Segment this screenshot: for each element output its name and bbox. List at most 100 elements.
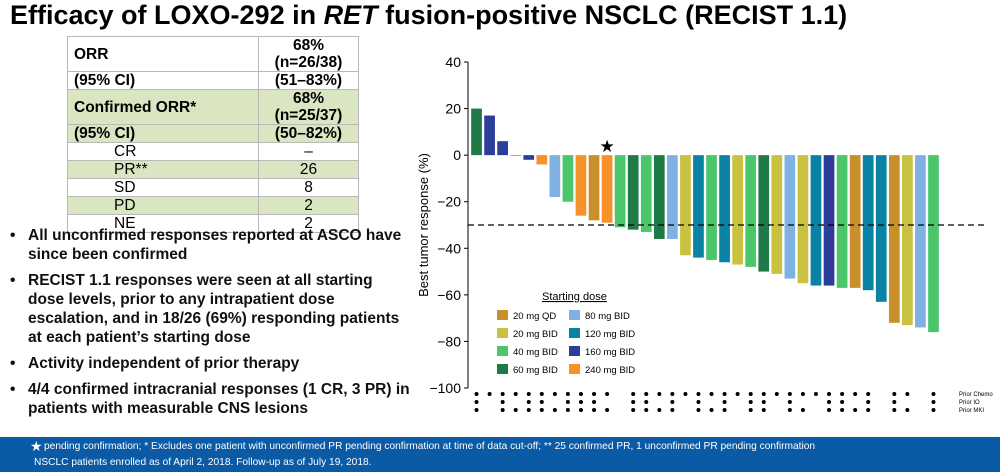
list-item: • Activity independent of prior therapy — [8, 354, 413, 373]
prior-therapy-dot — [592, 392, 597, 396]
bullet-dot: • — [10, 227, 16, 244]
prior-therapy-dot — [683, 392, 688, 396]
bar — [549, 155, 561, 198]
row-value: 26 — [258, 160, 359, 179]
cORR-ci-value: (50–82%) — [258, 124, 359, 143]
prior-therapy-dot — [644, 408, 649, 412]
orr-row-1: ORR 68% (n=26/38) — [67, 36, 359, 72]
list-item: • 4/4 confirmed intracranial responses (1… — [8, 380, 413, 418]
prior-therapy-dot — [513, 392, 518, 396]
prior-therapy-dot — [578, 392, 583, 396]
bar — [758, 155, 770, 272]
legend-swatch — [569, 364, 580, 374]
prior-therapy-label: Prior Chemo — [959, 392, 993, 398]
prior-therapy-dot — [892, 392, 897, 396]
bar — [601, 155, 613, 223]
prior-therapy-dot — [827, 392, 832, 396]
bar — [810, 155, 822, 286]
prior-therapy-dot — [500, 400, 505, 404]
row-label: SD — [67, 178, 259, 197]
title-suffix: fusion-positive NSCLC (RECIST 1.1) — [377, 0, 848, 30]
prior-therapy-label: Prior MKI — [959, 408, 984, 414]
row-value: 8 — [258, 178, 359, 197]
prior-therapy-dot — [631, 408, 636, 412]
prior-therapy-dot — [539, 400, 544, 404]
prior-therapy-dot — [539, 408, 544, 412]
prior-therapy-dot — [565, 408, 570, 412]
legend-label: 60 mg BID — [513, 365, 558, 376]
bar — [797, 155, 809, 284]
prior-therapy-dot — [800, 408, 805, 412]
bar — [849, 155, 861, 288]
bullet-text: All unconfirmed responses reported at AS… — [28, 227, 402, 263]
prior-therapy-dot — [487, 392, 492, 396]
prior-therapy-dot — [474, 400, 479, 404]
prior-therapy-dot — [526, 392, 531, 396]
table-row: CR – — [67, 142, 359, 161]
legend-swatch — [569, 310, 580, 320]
prior-therapy-dot — [670, 408, 675, 412]
prior-therapy-dot — [931, 400, 936, 404]
y-tick-label: 40 — [445, 54, 461, 70]
bar — [510, 155, 522, 156]
y-axis-title: Best tumor response (%) — [416, 153, 431, 297]
prior-therapy-dot — [565, 400, 570, 404]
legend-swatch — [497, 328, 508, 338]
prior-therapy-dot — [840, 392, 845, 396]
footnote-line-1: pending confirmation; * Excludes one pat… — [44, 441, 816, 452]
cORR-label: Confirmed ORR* — [67, 89, 259, 125]
prior-therapy-dot — [696, 392, 701, 396]
bullet-dot: • — [10, 381, 16, 398]
bar — [706, 155, 717, 260]
legend-swatch — [497, 346, 508, 356]
prior-therapy-dot — [800, 392, 805, 396]
star-icon: ★ — [30, 438, 43, 454]
legend-swatch — [497, 364, 508, 374]
bar — [680, 155, 691, 256]
prior-therapy-dot — [474, 408, 479, 412]
bar — [497, 141, 508, 156]
prior-therapy-dot — [709, 408, 714, 412]
prior-therapy-dot — [631, 392, 636, 396]
star-marker: ★ — [599, 137, 614, 157]
legend-label: 40 mg BID — [513, 347, 558, 358]
prior-therapy-dot — [866, 400, 871, 404]
prior-therapy-dot — [722, 392, 727, 396]
bar — [784, 155, 796, 279]
bar — [693, 155, 704, 258]
prior-therapy-dot — [892, 408, 897, 412]
prior-therapy-dot — [931, 408, 936, 412]
prior-therapy-dot — [787, 392, 792, 396]
bar — [575, 155, 587, 216]
legend-label: 20 mg QD — [513, 311, 556, 322]
prior-therapy-dot — [735, 392, 740, 396]
prior-therapy-dot — [905, 392, 910, 396]
bar — [588, 155, 600, 221]
prior-therapy-dot — [761, 400, 766, 404]
bar — [653, 155, 665, 239]
prior-therapy-dot — [905, 408, 910, 412]
prior-therapy-dot — [787, 408, 792, 412]
row-value: 2 — [258, 196, 359, 215]
prior-therapy-dot — [500, 408, 505, 412]
prior-therapy-dot — [644, 400, 649, 404]
bullet-dot: • — [10, 272, 16, 289]
bar — [875, 155, 887, 302]
prior-therapy-dot — [722, 400, 727, 404]
bar — [562, 155, 574, 202]
legend-label: 80 mg BID — [585, 311, 630, 322]
prior-therapy-dot — [578, 408, 583, 412]
bar — [471, 108, 482, 156]
bar — [484, 115, 495, 156]
bar — [719, 155, 730, 263]
legend-title: Starting dose — [542, 291, 607, 303]
bar — [902, 155, 913, 326]
orr-ci-value: (51–83%) — [258, 71, 359, 90]
prior-therapy-dot — [605, 408, 610, 412]
prior-therapy-dot — [631, 400, 636, 404]
prior-therapy-dot — [526, 408, 531, 412]
key-findings-list: • All unconfirmed responses reported at A… — [8, 226, 413, 425]
legend-swatch — [497, 310, 508, 320]
y-tick-label: −60 — [437, 287, 461, 303]
row-label: PR** — [67, 160, 259, 179]
